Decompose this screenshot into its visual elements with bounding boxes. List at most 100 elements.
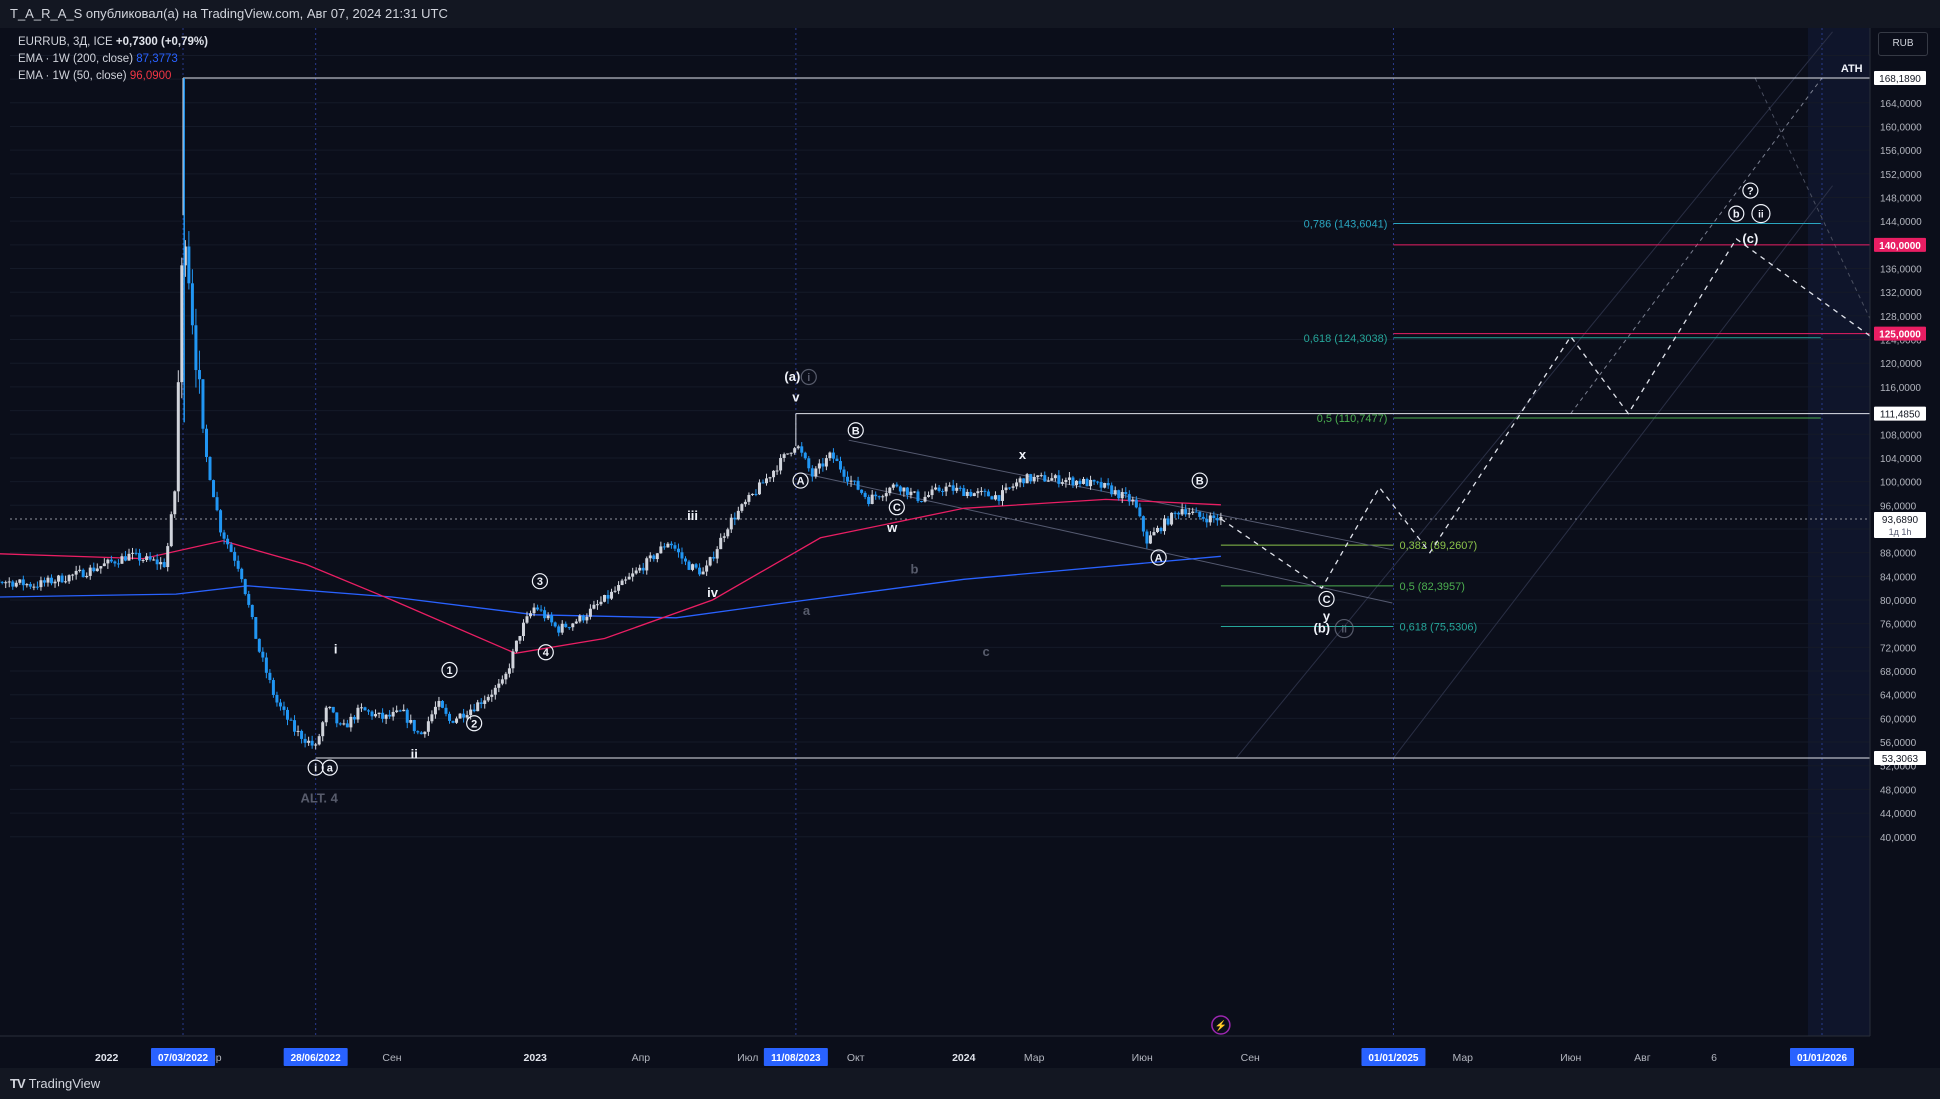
candle-body bbox=[166, 546, 170, 568]
candle-body bbox=[740, 504, 744, 511]
candle-body bbox=[701, 571, 705, 575]
candle-body bbox=[659, 546, 663, 554]
candle-body bbox=[476, 702, 480, 712]
candle-body bbox=[1046, 480, 1050, 482]
wave-label: b bbox=[1728, 205, 1745, 222]
candle-body bbox=[1173, 512, 1177, 514]
fib-label: 0,5 (82,3957) bbox=[1399, 581, 1464, 593]
wave-label-text: A bbox=[797, 476, 805, 488]
price-tick-label: 132,0000 bbox=[1880, 288, 1922, 299]
wave-label: ALT. 4 bbox=[301, 790, 339, 805]
wave-label: B bbox=[847, 422, 864, 439]
candle-body bbox=[550, 615, 554, 623]
time-axis: 2022АпрСен2023АпрИюлОкт2024МарИюнСенМарИ… bbox=[0, 1035, 1870, 1066]
wave-label: i bbox=[334, 641, 338, 656]
candle-body bbox=[828, 452, 832, 459]
candle-body bbox=[673, 545, 677, 549]
legend-ema200-row[interactable]: EMA · 1W (200, close) 87,3773 bbox=[18, 51, 208, 68]
candle-body bbox=[367, 710, 371, 712]
legend-ema50-label: EMA · 1W (50, close) bbox=[18, 70, 127, 82]
chart-background bbox=[0, 28, 1940, 1068]
candle-body bbox=[1163, 518, 1167, 532]
fib-levels: 0,786 (143,6041) 0,618 (124,3038) 0,5 (110… bbox=[1220, 219, 1821, 633]
candle-body bbox=[588, 608, 592, 617]
candle-body bbox=[268, 672, 272, 681]
candle-body bbox=[691, 564, 695, 570]
price-chart[interactable]: 0,786 (143,6041) 0,618 (124,3038) 0,5 (110… bbox=[0, 28, 1940, 1068]
time-tick-label: Окт bbox=[847, 1052, 865, 1064]
candle-body bbox=[1148, 535, 1152, 544]
candle-body bbox=[78, 569, 82, 571]
wave-label-text: B bbox=[1196, 476, 1204, 488]
candle-body bbox=[1205, 518, 1209, 523]
time-tick-label: Мар bbox=[1024, 1052, 1045, 1064]
candle-body bbox=[793, 448, 797, 453]
candle-body bbox=[1180, 509, 1184, 515]
tradingview-logo[interactable]: TV TradingView bbox=[10, 1068, 100, 1099]
candle-body bbox=[345, 723, 349, 728]
candle-body bbox=[944, 486, 948, 492]
ath-label: ATH bbox=[1841, 63, 1863, 75]
price-tick-label: 64,0000 bbox=[1880, 691, 1917, 702]
fib-label: 0,618 (75,5306) bbox=[1399, 621, 1477, 633]
candle-body bbox=[1057, 475, 1061, 484]
candle-body bbox=[116, 563, 120, 565]
candle-body bbox=[1177, 512, 1181, 515]
candle-body bbox=[324, 707, 328, 723]
candle-body bbox=[803, 452, 807, 459]
candle-body bbox=[219, 510, 223, 533]
lightning-icon-circle bbox=[1211, 1015, 1231, 1035]
candle-body bbox=[1050, 478, 1054, 481]
candle-body bbox=[602, 594, 606, 602]
candle-body bbox=[934, 487, 938, 490]
candle-body bbox=[536, 607, 540, 610]
candle-body bbox=[930, 489, 934, 496]
price-tick-label: 128,0000 bbox=[1880, 312, 1922, 323]
currency-button[interactable]: RUB bbox=[1878, 32, 1928, 56]
candle-body bbox=[997, 495, 1001, 501]
candle-body bbox=[180, 265, 184, 383]
legend-symbol: EURRUB, 3Д, ICE bbox=[18, 36, 113, 48]
candle-body bbox=[173, 491, 177, 515]
candle-body bbox=[197, 370, 201, 380]
candle-body bbox=[1085, 478, 1089, 487]
candle-body bbox=[183, 246, 187, 266]
candle-body bbox=[1194, 511, 1198, 513]
wave-label-text: v bbox=[792, 390, 800, 405]
wave-label: iii bbox=[687, 508, 698, 523]
candle-body bbox=[243, 579, 247, 595]
candle-body bbox=[409, 720, 413, 723]
candle-body bbox=[712, 557, 716, 559]
legend-ema50-value: 96,0900 bbox=[129, 70, 172, 82]
price-tick-label: 116,0000 bbox=[1880, 383, 1921, 394]
legend-ema200-value: 87,3773 bbox=[136, 53, 178, 65]
candle-body bbox=[923, 496, 927, 502]
candle-body bbox=[574, 621, 578, 624]
legend-ema50-row[interactable]: EMA · 1W (50, close) 96,0900 bbox=[18, 68, 208, 85]
wave-label-text: x bbox=[1019, 447, 1027, 462]
candle-body bbox=[965, 491, 969, 497]
candle-body bbox=[775, 470, 779, 472]
candle-body bbox=[606, 594, 610, 599]
candle-body bbox=[1117, 490, 1121, 499]
candle-body bbox=[581, 615, 585, 621]
candle-body bbox=[905, 487, 909, 496]
candle-body bbox=[240, 568, 244, 580]
candle-body bbox=[46, 577, 50, 583]
candle-body bbox=[1191, 511, 1195, 514]
candle-body bbox=[1155, 527, 1159, 533]
price-badge bbox=[1874, 71, 1926, 85]
candle-body bbox=[257, 638, 261, 652]
candle-body bbox=[958, 487, 962, 489]
candle-body bbox=[1029, 474, 1033, 482]
candle-body bbox=[655, 553, 659, 560]
price-tick-label: 76,0000 bbox=[1880, 620, 1917, 631]
candle-body bbox=[564, 623, 568, 628]
wave-label: w bbox=[886, 520, 898, 535]
wave-label: b bbox=[910, 561, 918, 576]
wave-label-circle bbox=[1742, 182, 1759, 199]
candle-body bbox=[405, 709, 409, 723]
candle-body bbox=[25, 584, 29, 586]
time-tick-label: Июн bbox=[1132, 1052, 1153, 1064]
wave-label-text: 4 bbox=[543, 647, 550, 659]
